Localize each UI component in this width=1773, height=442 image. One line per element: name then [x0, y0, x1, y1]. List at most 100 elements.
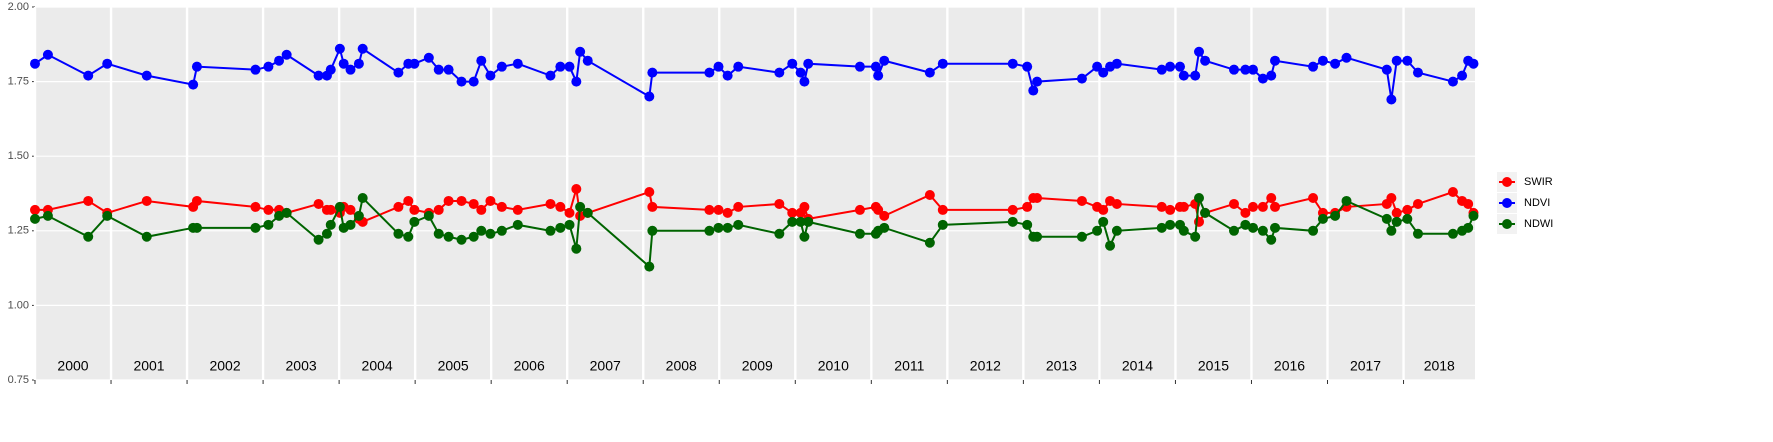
point — [345, 64, 356, 75]
point — [250, 222, 261, 233]
point — [345, 219, 356, 230]
point — [571, 76, 582, 87]
point — [1270, 222, 1281, 233]
panel-background — [35, 7, 1475, 380]
point — [1257, 201, 1268, 212]
point — [423, 210, 434, 221]
point — [1447, 76, 1458, 87]
point — [1391, 216, 1402, 227]
point — [1266, 234, 1277, 245]
point — [1402, 204, 1413, 215]
point — [774, 67, 785, 78]
year-label: 2014 — [1122, 358, 1153, 374]
point — [1402, 55, 1413, 66]
point — [1447, 187, 1458, 198]
point — [334, 201, 345, 212]
year-label: 2005 — [438, 358, 469, 374]
point — [774, 228, 785, 239]
point — [1022, 61, 1033, 72]
point — [1156, 64, 1167, 75]
point — [334, 43, 345, 54]
point — [1165, 219, 1176, 230]
point — [274, 55, 285, 66]
point — [1247, 222, 1258, 233]
point — [30, 213, 40, 224]
point — [1098, 216, 1109, 227]
point — [191, 222, 202, 233]
y-tick-label: 0.75 — [8, 374, 29, 386]
point — [141, 231, 152, 242]
point — [1007, 58, 1018, 69]
point — [1076, 231, 1087, 242]
point — [1257, 225, 1268, 236]
point — [456, 195, 467, 206]
point — [722, 207, 733, 218]
year-label: 2001 — [133, 358, 164, 374]
point — [496, 61, 507, 72]
point — [1457, 70, 1468, 81]
point — [423, 52, 434, 63]
point — [321, 228, 332, 239]
point — [545, 198, 556, 209]
point — [353, 58, 364, 69]
point — [1447, 228, 1458, 239]
point — [1111, 58, 1122, 69]
point — [799, 231, 810, 242]
point — [191, 195, 202, 206]
point — [1391, 55, 1402, 66]
point — [799, 76, 810, 87]
point — [1007, 204, 1018, 215]
point — [1190, 231, 1201, 242]
point — [713, 222, 724, 233]
year-label: 2017 — [1350, 358, 1381, 374]
point — [403, 231, 414, 242]
point — [774, 198, 785, 209]
point — [564, 207, 575, 218]
point — [1247, 64, 1258, 75]
point — [250, 201, 261, 212]
point — [250, 64, 261, 75]
point — [1092, 225, 1103, 236]
point — [555, 222, 566, 233]
year-label: 2008 — [666, 358, 697, 374]
point — [937, 204, 948, 215]
y-tick-label: 2.00 — [8, 1, 29, 13]
point — [555, 61, 566, 72]
point — [870, 61, 881, 72]
y-tick-label: 1.25 — [8, 225, 29, 237]
point — [1381, 64, 1392, 75]
point — [787, 207, 798, 218]
legend-point — [1502, 219, 1512, 229]
point — [1386, 192, 1397, 203]
point — [325, 219, 336, 230]
point — [83, 231, 94, 242]
point — [1266, 70, 1277, 81]
point — [1412, 198, 1423, 209]
point — [1402, 213, 1413, 224]
point — [1028, 85, 1039, 96]
point — [1228, 198, 1239, 209]
point — [30, 204, 40, 215]
point — [1194, 192, 1205, 203]
point — [393, 67, 404, 78]
point — [733, 201, 744, 212]
point — [141, 70, 152, 81]
point — [879, 222, 890, 233]
point — [433, 204, 444, 215]
point — [393, 228, 404, 239]
point — [564, 61, 575, 72]
point — [1032, 231, 1043, 242]
point — [545, 70, 556, 81]
point — [325, 204, 336, 215]
point — [582, 55, 593, 66]
point — [722, 70, 733, 81]
point — [1463, 222, 1474, 233]
point — [733, 61, 744, 72]
point — [854, 228, 865, 239]
point — [443, 231, 454, 242]
point — [1032, 76, 1043, 87]
point — [924, 67, 935, 78]
point — [496, 225, 507, 236]
point — [476, 225, 487, 236]
